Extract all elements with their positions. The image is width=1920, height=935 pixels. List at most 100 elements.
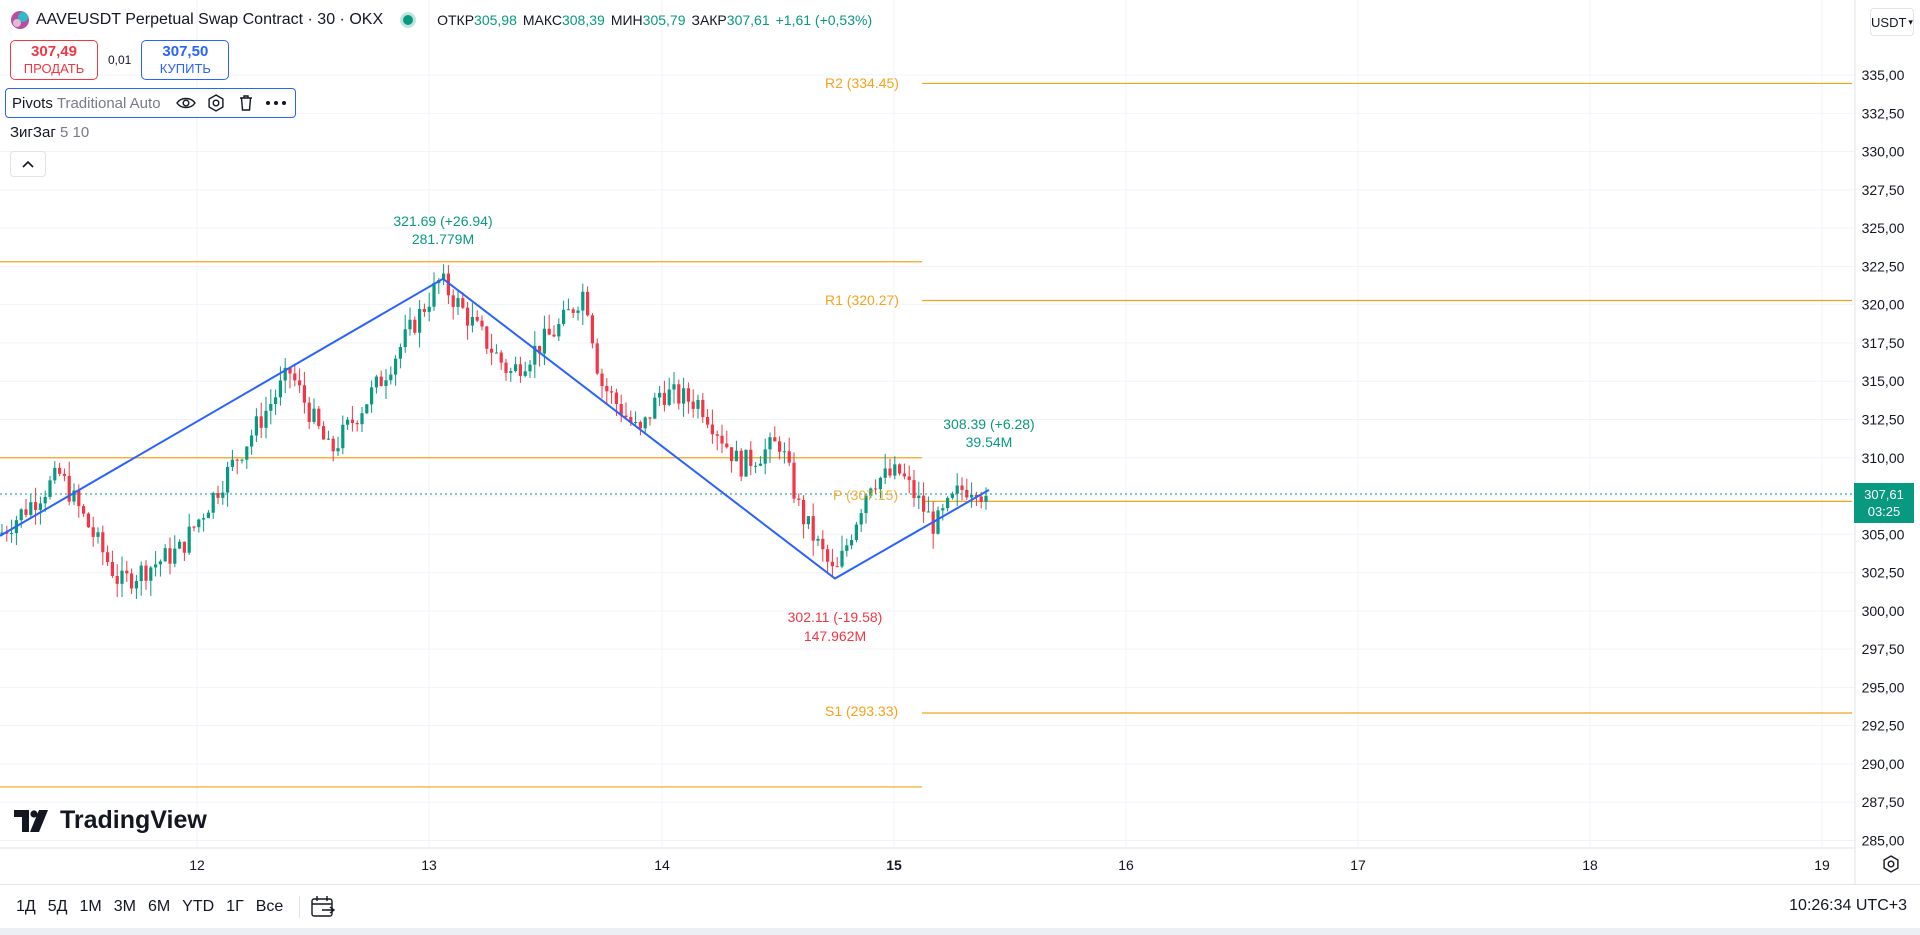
collapse-legend-button[interactable] bbox=[10, 151, 46, 177]
candle-body bbox=[504, 362, 508, 373]
candle-body bbox=[667, 389, 671, 405]
candle-body bbox=[571, 309, 575, 313]
candle-body bbox=[638, 422, 642, 429]
more-options-icon[interactable] bbox=[263, 92, 289, 114]
candle-body bbox=[922, 495, 926, 512]
candle-body bbox=[859, 513, 863, 525]
candle-body bbox=[883, 468, 887, 478]
buy-button[interactable]: 307,50 КУПИТЬ bbox=[141, 40, 230, 80]
date-range-selector: 1Д 5Д 1М 3М 6М YTD 1Г Все bbox=[10, 895, 336, 919]
pivots-name: Pivots bbox=[12, 94, 53, 112]
candle-body bbox=[312, 408, 316, 422]
candle-body bbox=[557, 324, 561, 337]
candle-body bbox=[821, 538, 825, 550]
candle-body bbox=[58, 467, 62, 474]
candle-body bbox=[782, 451, 786, 453]
candle-body bbox=[360, 413, 364, 425]
candle-body bbox=[586, 291, 590, 316]
pivot-r2-label: R2 (334.45) bbox=[825, 75, 899, 91]
candle-body bbox=[610, 391, 614, 393]
candle-body bbox=[283, 367, 287, 381]
candle-body bbox=[192, 526, 196, 528]
zigzag-indicator-legend[interactable]: ЗигЗаг 5 10 bbox=[10, 124, 89, 141]
range-6m-button[interactable]: 6М bbox=[147, 898, 171, 915]
pivots-indicator-legend[interactable]: Pivots Traditional Auto bbox=[5, 88, 296, 118]
price-tick-label: 295,00 bbox=[1862, 679, 1905, 695]
axis-settings-icon[interactable] bbox=[1882, 855, 1900, 873]
candle-body bbox=[158, 561, 162, 565]
candle-body bbox=[662, 392, 666, 405]
candle-body bbox=[139, 565, 143, 582]
candle-body bbox=[672, 384, 676, 390]
settings-gear-icon[interactable] bbox=[203, 92, 229, 114]
range-1m-button[interactable]: 1М bbox=[79, 898, 102, 915]
price-tick-label: 297,50 bbox=[1862, 641, 1905, 657]
price-tick-label: 305,00 bbox=[1862, 526, 1905, 542]
candle-body bbox=[547, 328, 551, 335]
candle-body bbox=[470, 316, 474, 326]
bottom-toolbar: 1Д 5Д 1М 3М 6М YTD 1Г Все 10:26:34 UTC+3 bbox=[0, 884, 1920, 929]
range-1d-button[interactable]: 1Д bbox=[16, 898, 36, 915]
candle-body bbox=[643, 417, 647, 429]
candle-body bbox=[912, 480, 916, 499]
tradingview-logo[interactable]: TradingView bbox=[14, 806, 207, 835]
trash-icon[interactable] bbox=[233, 92, 259, 114]
candle-body bbox=[230, 459, 234, 467]
candle-body bbox=[533, 345, 537, 365]
candle-body bbox=[413, 319, 417, 333]
candle-body bbox=[24, 509, 28, 515]
candle-body bbox=[456, 298, 460, 307]
candle-body bbox=[288, 367, 292, 374]
eye-icon[interactable] bbox=[173, 92, 199, 114]
range-3m-button[interactable]: 3М bbox=[113, 898, 136, 915]
candle-body bbox=[0, 532, 4, 535]
candle-body bbox=[29, 502, 33, 515]
range-ytd-button[interactable]: YTD bbox=[182, 898, 215, 915]
range-5d-button[interactable]: 5Д bbox=[47, 898, 68, 915]
candle-body bbox=[811, 516, 815, 541]
chart-canvas[interactable]: R2 (334.45) R1 (320.27) P (307.15) S1 (2… bbox=[0, 0, 1920, 884]
candle-body bbox=[403, 329, 407, 348]
candle-body bbox=[946, 497, 950, 509]
market-status-icon[interactable] bbox=[403, 15, 414, 25]
ohlc-low-key: МИН bbox=[610, 12, 643, 28]
candle-body bbox=[898, 464, 902, 474]
zigzag-high1-price: 321.69 (+26.94) bbox=[393, 213, 492, 229]
candle-body bbox=[970, 494, 974, 498]
candle-body bbox=[173, 548, 177, 564]
currency-select[interactable]: USDT ▾ bbox=[1870, 8, 1914, 36]
candle-body bbox=[840, 550, 844, 567]
sell-button[interactable]: 307,49 ПРОДАТЬ bbox=[10, 40, 98, 80]
candle-body bbox=[446, 273, 450, 296]
candle-body bbox=[144, 565, 148, 581]
zigzag-high2-volume: 39.54M bbox=[966, 434, 1013, 450]
candle-body bbox=[706, 417, 710, 425]
candle-body bbox=[888, 468, 892, 476]
candle-body bbox=[720, 435, 724, 444]
sell-price: 307,49 bbox=[31, 43, 77, 60]
candle-body bbox=[874, 488, 878, 490]
candle-body bbox=[984, 495, 988, 502]
go-to-date-icon[interactable] bbox=[310, 895, 336, 919]
candle-body bbox=[514, 364, 518, 372]
range-all-button[interactable]: Все bbox=[255, 898, 284, 915]
candle-body bbox=[691, 401, 695, 409]
candle-body bbox=[101, 532, 105, 553]
candle-body bbox=[182, 541, 186, 553]
candle-body bbox=[110, 562, 114, 576]
candle-body bbox=[206, 512, 210, 519]
time-tick-label: 12 bbox=[189, 857, 205, 873]
ohlc-values: ОТКР 305,98 МАКС 308,39 МИН 305,79 ЗАКР 307,… bbox=[431, 12, 872, 28]
candle-body bbox=[317, 408, 321, 427]
candle-body bbox=[91, 527, 95, 537]
candle-body bbox=[336, 448, 340, 452]
chart-grid bbox=[0, 0, 1855, 849]
candle-body bbox=[773, 437, 777, 442]
symbol-title[interactable]: AAVEUSDT Perpetual Swap Contract · 30 · … bbox=[36, 11, 384, 28]
range-1y-button[interactable]: 1Г bbox=[226, 898, 244, 915]
zigzag-args: 5 10 bbox=[59, 124, 90, 141]
candle-countdown: 03:25 bbox=[1867, 504, 1901, 519]
candle-body bbox=[499, 352, 503, 363]
buy-label: КУПИТЬ bbox=[159, 61, 211, 76]
clock-timezone[interactable]: 10:26:34 UTC+3 bbox=[1789, 897, 1907, 914]
